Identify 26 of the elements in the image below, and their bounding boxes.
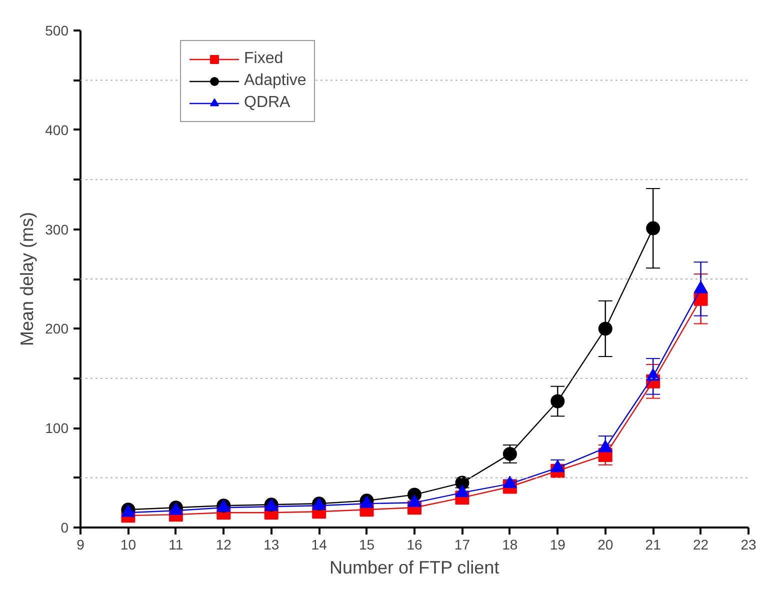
legend-label: Adaptive [244,72,306,90]
x-tick-label: 13 [264,536,280,552]
x-tick-label: 15 [359,536,375,552]
x-tick-label: 11 [168,536,184,552]
legend-label: Fixed [244,50,284,68]
y-tick-label: 0 [60,520,69,536]
x-tick-label: 22 [693,536,709,552]
legend-label: QDRA [244,94,290,112]
x-tick-label: 16 [406,536,422,552]
y-tick-label: 400 [45,122,69,138]
x-tick-label: 20 [598,536,614,552]
y-tick-label: 500 [45,22,69,38]
x-tick-label: 17 [454,536,470,552]
y-tick-label: 200 [45,320,69,337]
x-tick-label: 9 [76,536,85,552]
x-tick-label: 21 [645,536,662,552]
x-axis-title: Number of FTP client [329,558,500,578]
x-tick-label: 23 [740,536,756,552]
x-tick-label: 14 [311,536,328,552]
y-axis-title: Mean delay (ms) [17,212,38,346]
y-tick-label: 300 [45,221,69,238]
x-tick-label: 12 [216,536,232,552]
x-tick-label: 10 [120,536,136,552]
y-tick-label: 100 [45,420,69,436]
x-tick-label: 18 [502,536,518,552]
x-tick-label: 19 [550,536,566,552]
